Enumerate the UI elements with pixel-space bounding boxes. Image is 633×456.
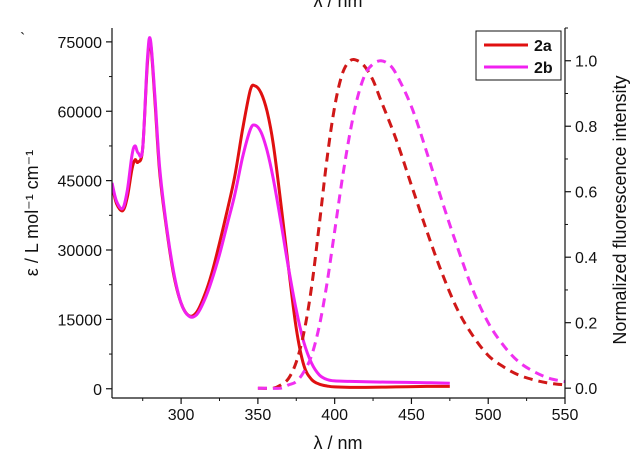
y-right-tick-label: 0.2: [575, 316, 597, 333]
y-right-tick-label: 0.6: [575, 185, 597, 202]
stray-mark: `: [20, 31, 25, 48]
y-left-tick-label: 60000: [58, 104, 103, 121]
y-left-tick-label: 15000: [58, 312, 103, 329]
legend-box: [475, 30, 562, 81]
y-right-axis-title: Normalized fluorescence intensity: [610, 75, 630, 344]
y-right-tick-label: 0.0: [575, 381, 597, 398]
legend-label-2a: 2a: [534, 38, 552, 55]
y-left-tick-label: 45000: [58, 174, 103, 191]
y-right-tick-label: 0.8: [575, 119, 597, 136]
y-left-tick-label: 30000: [58, 243, 103, 260]
legend-label-2b: 2b: [534, 60, 553, 77]
x-tick-label: 350: [245, 407, 272, 424]
x-axis-title: λ / nm: [313, 433, 362, 453]
x-tick-label: 400: [321, 407, 348, 424]
x-tick-label: 450: [398, 407, 425, 424]
top-axis-title: λ / nm: [313, 0, 362, 11]
x-tick-label: 500: [475, 407, 502, 424]
series-2b-fluorescence-line: [257, 59, 565, 390]
x-tick-label: 300: [168, 407, 195, 424]
y-left-tick-label: 75000: [58, 35, 103, 52]
axes: 300 350 400 450 500 550 0 15000 30000 45000 60000 7…: [58, 27, 597, 424]
plot-area: [112, 36, 565, 390]
x-tick-label: 550: [552, 407, 579, 424]
series-2b-absorption-line: [112, 36, 450, 385]
y-left-axis-title: ε / L mol⁻¹ cm⁻¹: [22, 150, 42, 276]
y-right-tick-label: 1.0: [575, 54, 597, 71]
y-right-tick-label: 0.4: [575, 250, 597, 267]
series-2a-fluorescence-line: [257, 58, 565, 390]
y-left-tick-label: 0: [93, 382, 102, 399]
